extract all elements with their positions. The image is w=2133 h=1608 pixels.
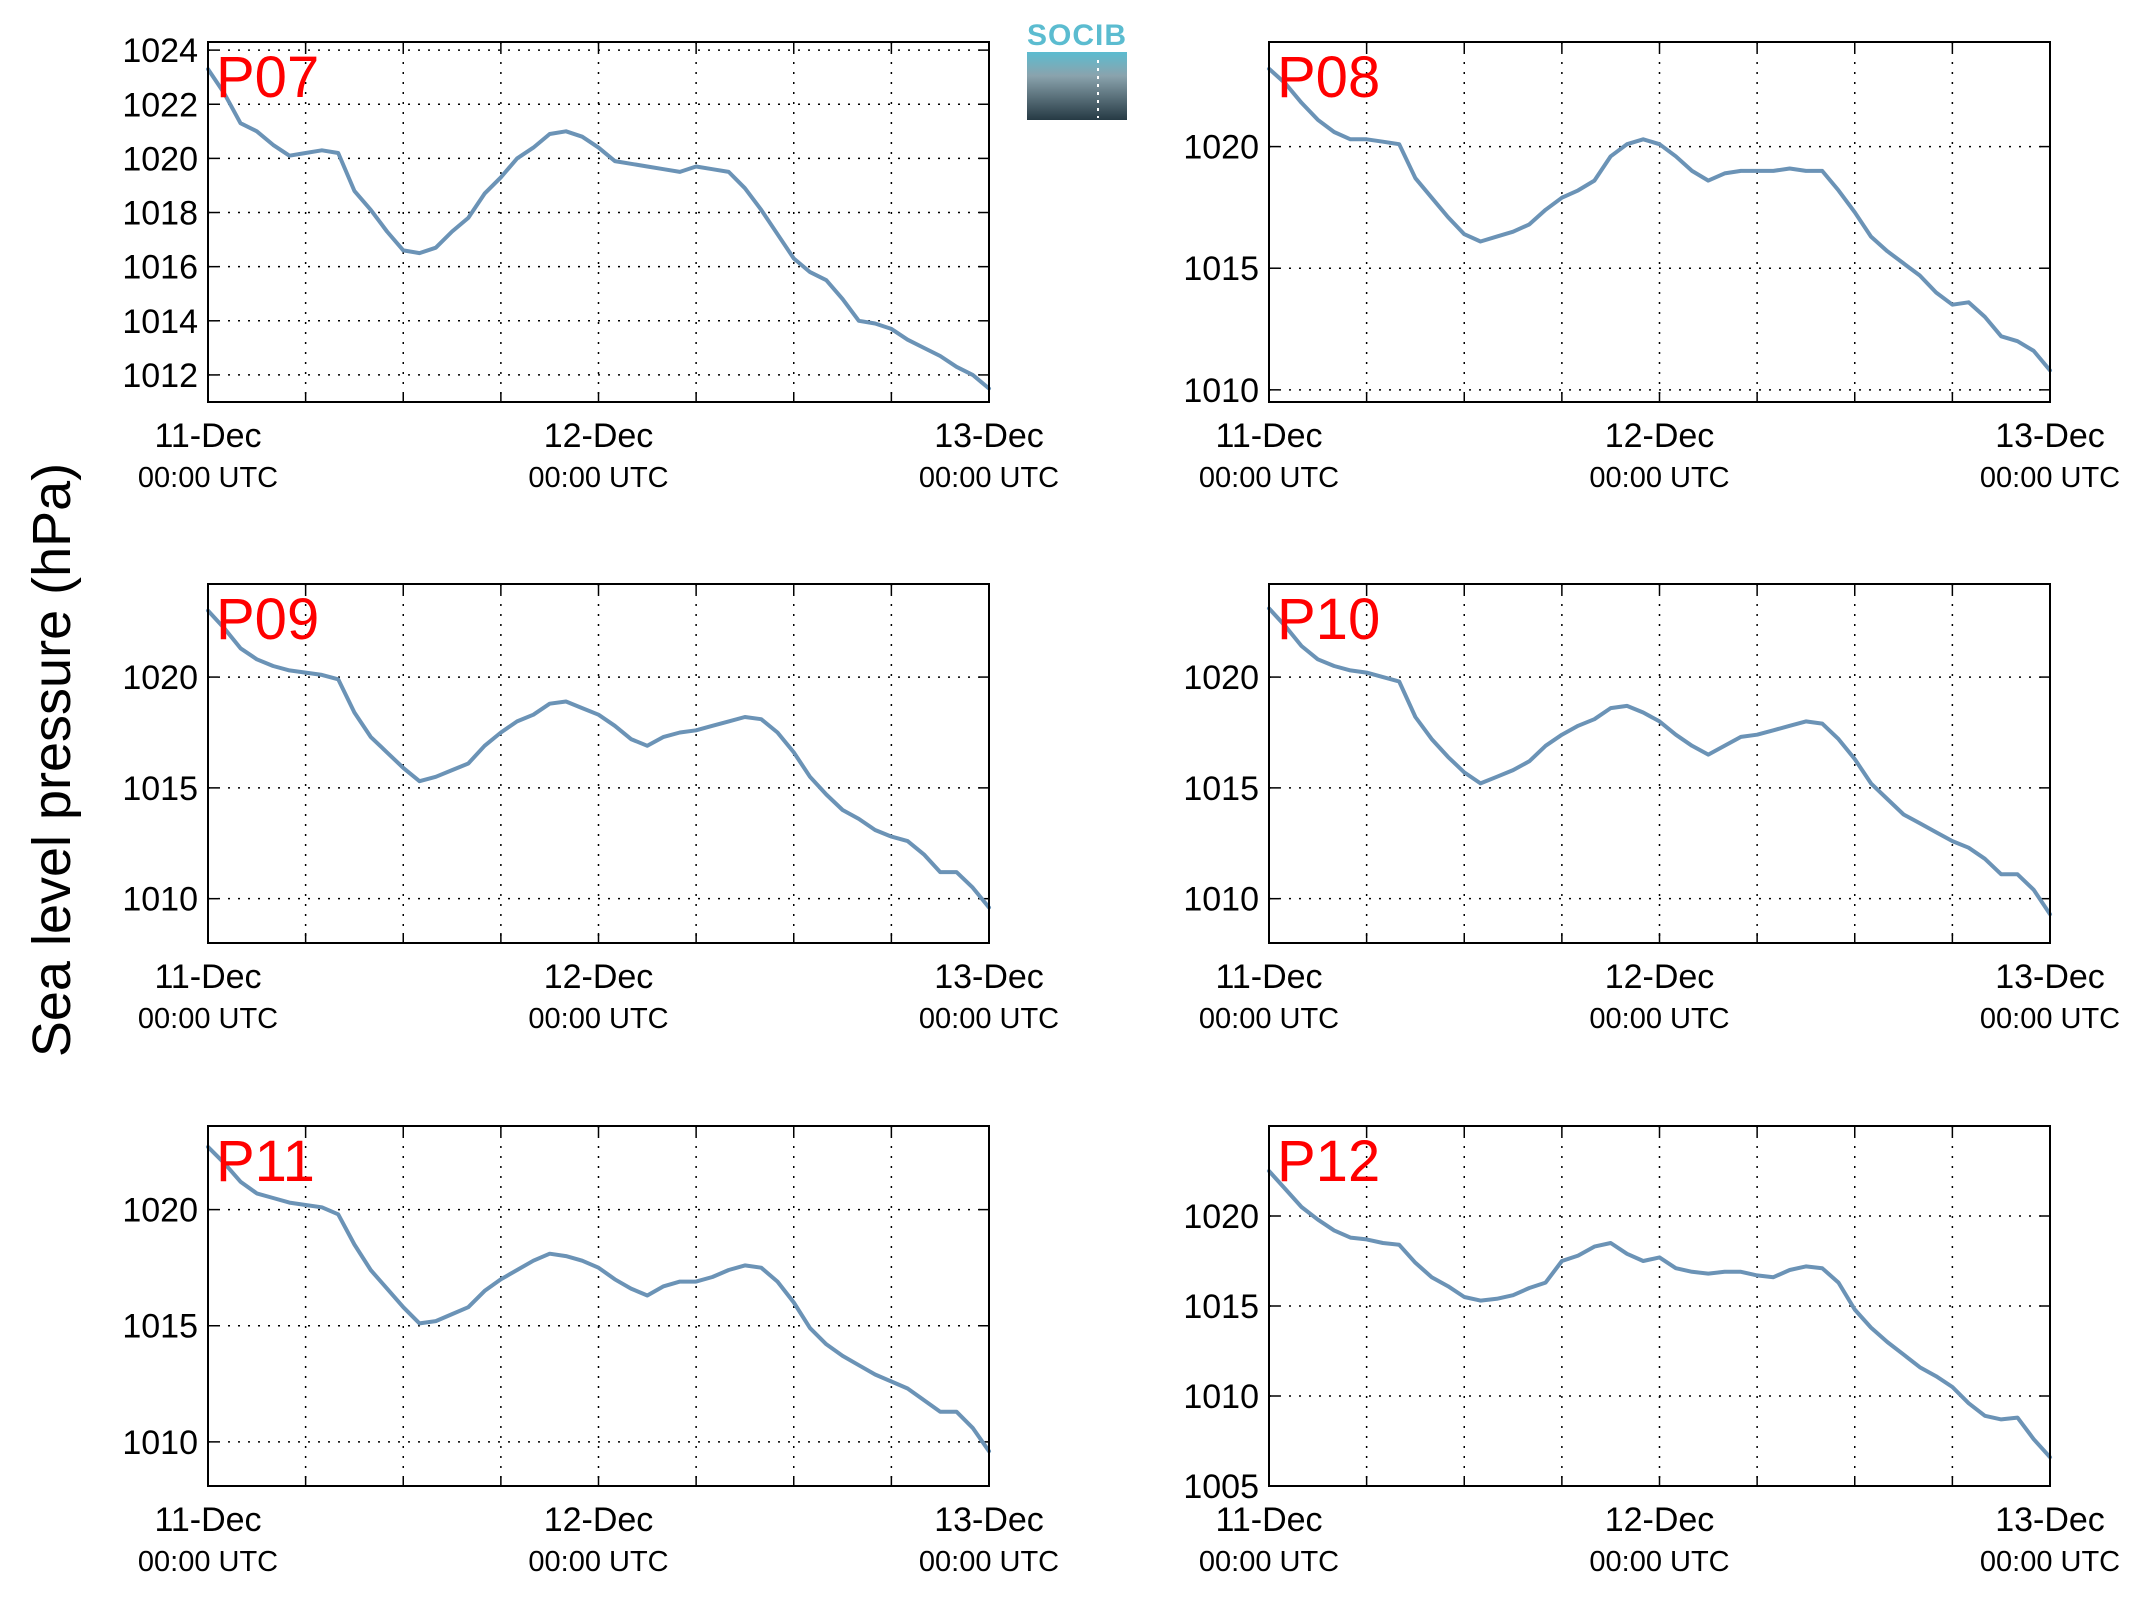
x-tick-sublabel: 00:00 UTC bbox=[1589, 462, 1729, 494]
logo-emblem bbox=[1027, 52, 1127, 120]
series-line bbox=[206, 608, 991, 910]
socib-logo: SOCIB bbox=[1027, 19, 1127, 120]
axes-frame bbox=[1268, 41, 2051, 403]
x-tick-label: 12-Dec bbox=[1605, 1501, 1715, 1539]
x-tick-sublabel: 00:00 UTC bbox=[528, 1003, 668, 1035]
y-tick-label: 1005 bbox=[1183, 1468, 1259, 1506]
panel-label: P08 bbox=[1277, 45, 1380, 110]
x-tick-label: 11-Dec bbox=[154, 958, 261, 996]
x-tick-label: 11-Dec bbox=[1215, 1501, 1322, 1539]
y-tick-label: 1010 bbox=[122, 881, 198, 919]
y-tick-label: 1020 bbox=[1183, 1198, 1259, 1236]
panel-p09: 1010 1015 1020 11-Dec 00:00 UTC 12-Dec 00:00 U… bbox=[122, 583, 1059, 1035]
x-tick-label: 11-Dec bbox=[1215, 958, 1322, 996]
axes-frame bbox=[207, 41, 990, 403]
axes-frame bbox=[1268, 1125, 2051, 1487]
panel-label: P07 bbox=[216, 45, 319, 110]
y-tick-label: 1020 bbox=[122, 140, 198, 178]
x-tick-label: 13-Dec bbox=[1995, 1501, 2105, 1539]
y-tick-label: 1022 bbox=[122, 86, 198, 124]
x-tick-sublabel: 00:00 UTC bbox=[1199, 1003, 1339, 1035]
x-tick-sublabel: 00:00 UTC bbox=[1199, 1546, 1339, 1578]
y-tick-label: 1012 bbox=[122, 357, 198, 395]
y-tick-label: 1024 bbox=[122, 32, 198, 70]
x-tick-sublabel: 00:00 UTC bbox=[1199, 462, 1339, 494]
x-tick-label: 12-Dec bbox=[544, 417, 654, 455]
x-tick-label: 11-Dec bbox=[154, 1501, 261, 1539]
x-tick-sublabel: 00:00 UTC bbox=[138, 1003, 278, 1035]
axes-frame bbox=[207, 583, 990, 944]
x-tick-label: 11-Dec bbox=[154, 417, 261, 455]
panel-p12: 1005 1010 1015 1020 11-Dec 00:00 UTC 12-Dec 00:… bbox=[1183, 1125, 2120, 1578]
y-tick-label: 1010 bbox=[1183, 1378, 1259, 1416]
x-tick-label: 12-Dec bbox=[1605, 958, 1715, 996]
y-tick-label: 1015 bbox=[1183, 770, 1259, 808]
series-line bbox=[1267, 606, 2052, 917]
y-tick-label: 1020 bbox=[1183, 659, 1259, 697]
y-tick-label: 1014 bbox=[122, 303, 198, 341]
logo-text: SOCIB bbox=[1027, 19, 1127, 52]
x-tick-sublabel: 00:00 UTC bbox=[1589, 1003, 1729, 1035]
x-tick-label: 13-Dec bbox=[934, 958, 1044, 996]
chart-panels: 1012 1014 1016 1018 1020 1022 1024 11-Dec 00:00 … bbox=[122, 32, 2120, 1578]
y-tick-label: 1020 bbox=[122, 1192, 198, 1230]
x-tick-label: 13-Dec bbox=[1995, 417, 2105, 455]
series-line bbox=[206, 1144, 991, 1454]
x-tick-sublabel: 00:00 UTC bbox=[138, 462, 278, 494]
x-tick-label: 12-Dec bbox=[544, 1501, 654, 1539]
y-tick-label: 1016 bbox=[122, 249, 198, 287]
panel-label: P11 bbox=[216, 1129, 315, 1194]
x-tick-label: 13-Dec bbox=[934, 417, 1044, 455]
x-tick-sublabel: 00:00 UTC bbox=[528, 462, 668, 494]
y-tick-label: 1010 bbox=[122, 1424, 198, 1462]
x-tick-label: 12-Dec bbox=[1605, 417, 1715, 455]
x-tick-sublabel: 00:00 UTC bbox=[138, 1546, 278, 1578]
x-tick-label: 13-Dec bbox=[1995, 958, 2105, 996]
y-tick-label: 1015 bbox=[1183, 1288, 1259, 1326]
x-tick-label: 13-Dec bbox=[934, 1501, 1044, 1539]
y-tick-label: 1010 bbox=[1183, 372, 1259, 410]
series-line bbox=[206, 67, 991, 391]
x-tick-label: 11-Dec bbox=[1215, 417, 1322, 455]
panel-p08: 1010 1015 1020 11-Dec 00:00 UTC 12-Dec 00:00 U… bbox=[1183, 41, 2120, 494]
x-tick-sublabel: 00:00 UTC bbox=[1980, 1003, 2120, 1035]
panel-p07: 1012 1014 1016 1018 1020 1022 1024 11-Dec 00:00 … bbox=[122, 32, 1059, 494]
panel-label: P09 bbox=[216, 587, 319, 652]
series-line bbox=[1267, 1169, 2052, 1460]
y-tick-label: 1015 bbox=[122, 770, 198, 808]
axes-frame bbox=[207, 1125, 990, 1487]
panel-p11: 1010 1015 1020 11-Dec 00:00 UTC 12-Dec 00:00 U… bbox=[122, 1125, 1059, 1578]
y-tick-label: 1018 bbox=[122, 195, 198, 233]
axes-frame bbox=[1268, 583, 2051, 944]
x-tick-sublabel: 00:00 UTC bbox=[1589, 1546, 1729, 1578]
x-tick-sublabel: 00:00 UTC bbox=[919, 1003, 1059, 1035]
x-tick-sublabel: 00:00 UTC bbox=[1980, 1546, 2120, 1578]
x-tick-sublabel: 00:00 UTC bbox=[1980, 462, 2120, 494]
x-tick-label: 12-Dec bbox=[544, 958, 654, 996]
series-line bbox=[1267, 66, 2052, 373]
panel-p10: 1010 1015 1020 11-Dec 00:00 UTC 12-Dec 00:00 U… bbox=[1183, 583, 2120, 1035]
panel-label: P10 bbox=[1277, 587, 1380, 652]
x-tick-sublabel: 00:00 UTC bbox=[919, 462, 1059, 494]
y-tick-label: 1015 bbox=[122, 1308, 198, 1346]
y-axis-label: Sea level pressure (hPa) bbox=[22, 463, 82, 1057]
y-tick-label: 1020 bbox=[122, 659, 198, 697]
y-tick-label: 1010 bbox=[1183, 881, 1259, 919]
panel-label: P12 bbox=[1277, 1129, 1380, 1194]
x-tick-sublabel: 00:00 UTC bbox=[919, 1546, 1059, 1578]
y-tick-label: 1015 bbox=[1183, 250, 1259, 288]
x-tick-sublabel: 00:00 UTC bbox=[528, 1546, 668, 1578]
y-tick-label: 1020 bbox=[1183, 129, 1259, 167]
